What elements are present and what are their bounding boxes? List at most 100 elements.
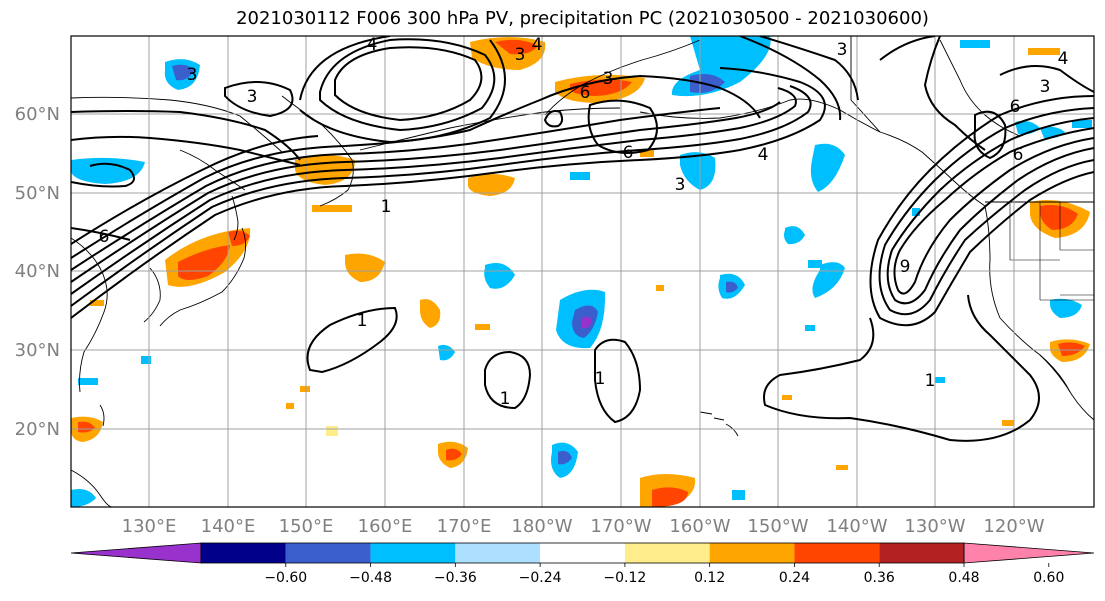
shade-blob [805,325,815,331]
shade-blob [784,226,805,245]
shade-blob [782,395,792,400]
contour-label: 6 [1013,145,1024,165]
shade-blob [1002,420,1014,426]
pv-contour [893,127,1094,295]
pv-contour [878,107,1094,316]
pv-contour [306,306,398,374]
coastline-alaska-south [639,98,881,133]
coastline-taiwan [99,404,105,427]
colorbar-tick-label: −0.36 [434,570,477,586]
shade-blob [836,465,848,470]
shade-blob [326,426,338,436]
shade-blob [300,386,310,392]
coastline-china [71,237,108,393]
coastline-alaska-west [544,39,701,116]
lon-label: 150°W [747,516,808,537]
shade-blob [558,450,572,465]
pv-contour [71,67,826,319]
shade-blob [312,205,352,212]
lon-label: 140°E [201,516,256,537]
shade-blob [808,260,822,268]
contour-label: 3 [1040,77,1051,97]
shade-blob [656,285,664,291]
lon-label: 140°W [826,516,887,537]
contour-label: 3 [675,175,686,195]
shade-blob [345,253,385,282]
colorbar-segment [540,543,625,563]
pv-contour [71,227,131,241]
colorbar-tick-label: −0.48 [349,570,392,586]
pv-contour [973,110,1007,160]
shade-blob [570,172,590,180]
pv-contour [886,117,1094,305]
contour-label: 1 [925,371,936,391]
shade-blob [71,489,96,507]
colorbar-tick-label: −0.12 [603,570,646,586]
colorbar-segment [709,543,795,563]
lon-label: 120°W [983,516,1044,537]
shade-blob [1040,205,1078,230]
coastline-philippines [71,469,113,507]
lon-label: 180°W [511,516,572,537]
lat-label-60n: 60°N [15,104,60,125]
pv-contour [999,65,1094,93]
pv-contour [224,80,294,118]
pv-contour [739,36,859,121]
contour-label: 6 [623,143,634,163]
coastline-japan [159,227,247,327]
shade-blob [495,39,538,55]
contour-label: 6 [1010,97,1021,117]
pv-contour [71,85,812,307]
shade-blob [1058,342,1085,356]
contour-label: 1 [381,197,392,217]
pv-contour [71,110,301,161]
contour-label: 3 [515,45,526,65]
colorbar-tick-label: 0.36 [864,570,895,586]
shade-blob [652,487,688,507]
pv-contour [71,162,135,188]
pv-contour [879,36,986,151]
lat-label-40n: 40°N [15,261,60,282]
shade-blob [960,40,990,48]
lon-label: 170°E [437,516,492,537]
contour-label: 4 [758,145,769,165]
colorbar-segment [455,543,541,563]
map-frame [70,35,1095,508]
lat-labels: 60°N 50°N 40°N 30°N 20°N [15,104,60,440]
shade-blob [680,152,716,190]
shade-blob [475,324,490,330]
colorbar-tick-label: 0.24 [779,570,810,586]
lon-label: 130°W [904,516,965,537]
contour-label: 6 [580,83,591,103]
contour-label: 3 [837,40,848,60]
colorbar: −0.60 −0.48 −0.36 −0.24 −0.12 0.12 0.24 0.36 0.4… [70,542,1095,586]
pv-contour [869,95,1094,327]
lon-label: 130°E [122,516,177,537]
shade-blob [78,421,95,433]
shade-blob [726,281,738,293]
border-alaska-canada [850,36,881,133]
contour-label: 4 [367,35,378,55]
shade-blob [1050,298,1082,318]
shade-blob [810,143,845,192]
contour-label: 3 [187,65,198,85]
border-us-states [1009,202,1094,301]
contour-label: 1 [357,311,368,331]
colorbar-tick-label: 0.48 [948,570,979,586]
pv-contour [484,350,532,410]
contour-label: 6 [99,227,110,247]
coastline-sakhalin [231,195,239,241]
colorbar-extend-low [70,542,202,564]
coastline-us-west [984,205,1071,393]
pv-contour [71,101,781,283]
contour-label: 1 [500,389,511,409]
coastline-baja [1039,354,1094,421]
shade-blob [484,262,515,289]
shade-blob [438,344,455,361]
pv-contour [543,110,564,128]
shade-blob [420,299,441,328]
shade-blob [1028,48,1060,55]
colorbar-tick-label: −0.24 [519,570,562,586]
pv-contours [71,36,1094,442]
pv-contour [319,38,496,132]
